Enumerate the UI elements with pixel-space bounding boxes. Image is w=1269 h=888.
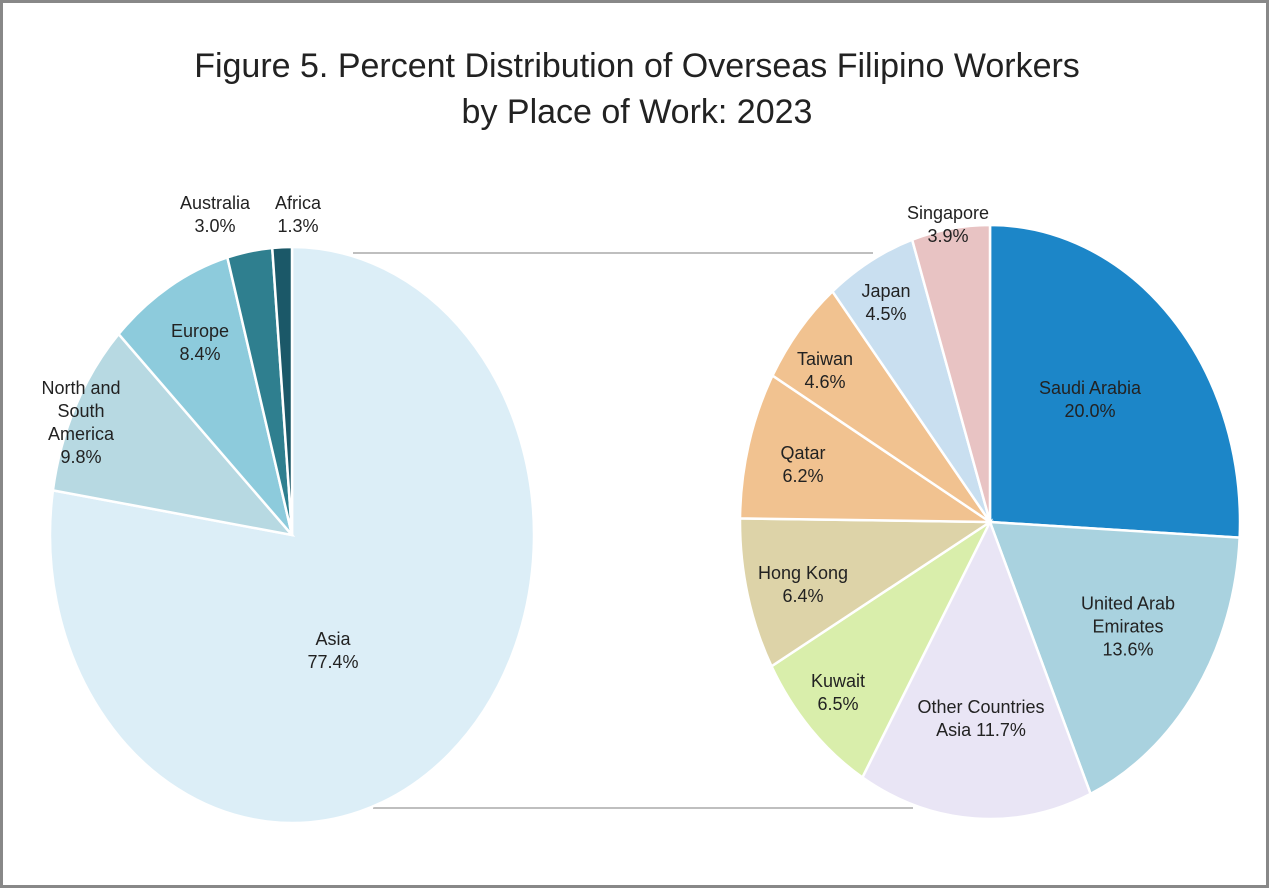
category-label: Europe: [170, 321, 230, 341]
slice-label: Hong Kong 6.4%: [748, 562, 858, 608]
plot: [48, 223, 1242, 825]
category-label: Kuwait: [810, 671, 866, 691]
slice-label: North and South America 9.8%: [36, 377, 126, 469]
chart-title: Figure 5. Percent Distribution of Overse…: [194, 47, 1080, 131]
category-label: North and South America: [41, 378, 121, 444]
category-label: Saudi Arabia: [1038, 378, 1142, 398]
category-label: Other Countries Asia: [917, 697, 1045, 740]
slice-label: Taiwan 4.6%: [785, 348, 865, 394]
pie-slice: [116, 255, 294, 536]
value-label: 20.0%: [1064, 401, 1116, 421]
value-label: 13.6%: [1102, 639, 1154, 660]
category-label: Africa: [274, 193, 321, 213]
slice-label: Kuwait 6.5%: [793, 670, 883, 716]
slice-label: Australia 3.0%: [170, 192, 260, 238]
slice-label: Saudi Arabia 20.0%: [1025, 377, 1155, 423]
slice-label: Singapore 3.9%: [893, 202, 1003, 248]
value-label: 6.2%: [782, 466, 824, 486]
value-label: 4.6%: [804, 372, 846, 392]
value-label: 6.5%: [817, 694, 859, 714]
category-label: United Arab Emirates: [1080, 593, 1176, 637]
category-label: Australia: [179, 193, 251, 213]
value-label: 11.7%: [976, 720, 1026, 740]
pie-slice: [910, 223, 992, 523]
pie-slice: [270, 245, 294, 536]
slice-label: Asia 77.4%: [283, 628, 383, 674]
value-label: 3.9%: [927, 226, 969, 246]
value-label: 6.4%: [782, 586, 824, 606]
category-label: Qatar: [780, 443, 826, 463]
value-label: 8.4%: [179, 344, 221, 364]
slice-label: Qatar 6.2%: [763, 442, 843, 488]
value-label: 3.0%: [194, 216, 236, 236]
slice-label: Europe 8.4%: [160, 320, 240, 366]
category-label: Japan: [861, 281, 911, 301]
value-label: 77.4%: [307, 652, 359, 672]
slice-label: United Arab Emirates 13.6%: [1063, 593, 1193, 662]
pie-slice: [988, 223, 1242, 539]
slice-label: Africa 1.3%: [263, 192, 333, 238]
pie-slice: [860, 518, 1093, 821]
value-label: 9.8%: [60, 447, 102, 467]
pie-slice: [769, 518, 994, 780]
category-label: Asia: [315, 629, 351, 649]
pie-slice: [738, 373, 995, 524]
pie-slice: [738, 517, 995, 669]
value-label: 1.3%: [277, 216, 319, 236]
pie-slice: [51, 332, 296, 537]
category-label: Taiwan: [796, 349, 854, 369]
slice-label: Japan 4.5%: [846, 280, 926, 326]
category-label: Singapore: [906, 203, 990, 223]
slice-label: Other Countries Asia 11.7%: [916, 696, 1046, 742]
pie-slice: [48, 245, 536, 825]
pie-slice: [988, 520, 1241, 796]
category-label: Hong Kong: [757, 563, 849, 583]
value-label: 4.5%: [865, 304, 907, 324]
